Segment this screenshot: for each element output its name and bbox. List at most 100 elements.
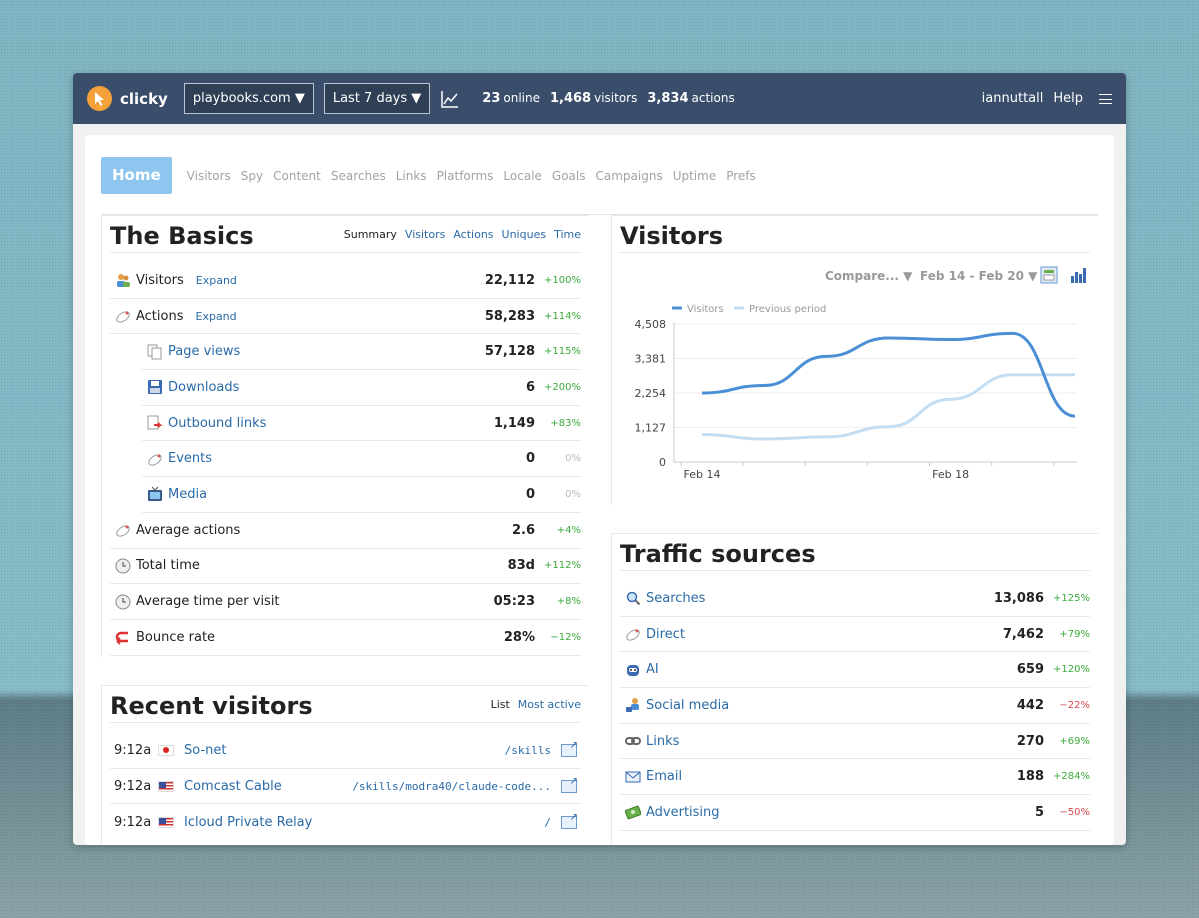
external-link-icon[interactable]	[561, 812, 578, 829]
nav-campaigns[interactable]: Campaigns	[595, 168, 663, 183]
visitor-path[interactable]: /	[544, 815, 551, 829]
help-link[interactable]: Help	[1053, 91, 1083, 106]
nav-prefs[interactable]: Prefs	[726, 168, 756, 183]
basics-label: Average actions	[136, 522, 241, 538]
y-tick-label: 0	[659, 456, 666, 469]
external-link-icon[interactable]	[561, 776, 578, 793]
traffic-row-direct: Direct 7,462 +79%	[620, 617, 1090, 653]
line-chart-icon[interactable]	[440, 89, 460, 109]
basics-label: Total time	[136, 558, 200, 574]
expand-actions-link[interactable]: Expand	[195, 309, 237, 323]
traffic-row-advertising: Advertising 5 −50%	[620, 795, 1090, 831]
hamburger-menu-icon[interactable]	[1099, 93, 1112, 104]
site-selector[interactable]: playbooks.com ▼	[183, 83, 314, 114]
traffic-value: 7,462	[1002, 626, 1044, 642]
top-bar: clicky playbooks.com ▼ Last 7 days ▼ 23 o…	[73, 73, 1126, 124]
downloads-link[interactable]: Downloads	[168, 379, 240, 395]
visitors-header: Visitors	[620, 222, 1090, 253]
events-link[interactable]: Events	[168, 451, 213, 467]
x-tick-label: Feb 18	[932, 468, 969, 481]
basics-value: 22,112	[484, 272, 535, 288]
chain-link-icon	[624, 733, 642, 749]
legend-label: Previous period	[749, 304, 826, 315]
bar-chart-icon[interactable]	[1069, 266, 1087, 284]
basics-change: +115%	[544, 346, 581, 358]
visitor-path[interactable]: /skills/modra40/claude-code...	[352, 779, 551, 793]
nav-spy[interactable]: Spy	[240, 168, 264, 183]
nav-uptime[interactable]: Uptime	[672, 168, 717, 183]
nav-links[interactable]: Links	[395, 168, 427, 183]
basics-tab-visitors[interactable]: Visitors	[404, 228, 446, 241]
visitor-row[interactable]: 9:12a Comcast Cable /skills/modra40/clau…	[110, 769, 581, 805]
visit-time: 9:12a	[114, 778, 152, 794]
compare-dropdown[interactable]: Compare... ▼	[825, 269, 913, 283]
visitor-path[interactable]: /skills	[504, 743, 551, 757]
basics-tab-summary[interactable]: Summary	[343, 228, 397, 241]
basics-row-actions: Actions Expand 58,283 +114%	[110, 299, 581, 335]
expand-visitors-link[interactable]: Expand	[195, 273, 237, 287]
advertising-link[interactable]: Advertising	[646, 804, 720, 820]
user-link[interactable]: iannuttall	[981, 91, 1044, 106]
basics-change: +8%	[556, 596, 581, 608]
visitor-org[interactable]: Comcast Cable	[184, 778, 282, 794]
page-views-link[interactable]: Page views	[168, 344, 241, 360]
searches-link[interactable]: Searches	[646, 590, 706, 606]
media-link[interactable]: Media	[168, 486, 208, 502]
nav-goals[interactable]: Goals	[551, 168, 586, 183]
visitor-row[interactable]: 9:12a Icloud Private Relay /	[110, 804, 581, 840]
main-content: Home Visitors Spy Content Searches Links…	[85, 135, 1114, 845]
basics-change: +4%	[556, 524, 581, 536]
basics-value: 83d	[507, 558, 535, 574]
basics-change: +83%	[550, 417, 581, 429]
visitor-org[interactable]: So-net	[184, 742, 227, 758]
traffic-change: +120%	[1053, 664, 1090, 676]
actions-stat: 3,834 actions	[647, 91, 735, 106]
basics-tab-time[interactable]: Time	[554, 228, 581, 241]
clock-icon	[114, 558, 132, 574]
basics-value: 05:23	[493, 594, 535, 610]
basics-change: +200%	[544, 381, 581, 393]
export-icon[interactable]	[1040, 266, 1058, 284]
money-icon	[624, 804, 642, 820]
envelope-icon	[624, 769, 642, 785]
direct-link[interactable]: Direct	[646, 626, 685, 642]
basics-row-avg-time: Average time per visit 05:23 +8%	[110, 584, 581, 620]
links-link[interactable]: Links	[646, 733, 680, 749]
social-media-link[interactable]: Social media	[646, 697, 730, 713]
chart-date-range[interactable]: Feb 14 - Feb 20 ▼	[920, 269, 1038, 283]
date-range-selector[interactable]: Last 7 days ▼	[323, 83, 431, 114]
traffic-change: +125%	[1053, 592, 1090, 604]
ai-link[interactable]: AI	[646, 662, 659, 678]
visitors-stat: 1,468 visitors	[549, 91, 638, 106]
y-tick-label: 4,508	[635, 318, 667, 331]
traffic-value: 188	[1016, 769, 1044, 785]
basics-title: The Basics	[110, 222, 254, 250]
recent-tab-list[interactable]: List	[490, 698, 510, 711]
nav-visitors[interactable]: Visitors	[186, 168, 231, 183]
nav-locale[interactable]: Locale	[503, 168, 542, 183]
visitor-row[interactable]: 9:12a So-net /skills	[110, 733, 581, 769]
robot-icon	[624, 662, 642, 678]
visitor-org[interactable]: Icloud Private Relay	[184, 814, 313, 830]
logo[interactable]: clicky	[87, 86, 184, 111]
nav-platforms[interactable]: Platforms	[436, 168, 494, 183]
traffic-change: +284%	[1053, 771, 1090, 783]
traffic-row-searches: Searches 13,086 +125%	[620, 581, 1090, 617]
nav-content[interactable]: Content	[273, 168, 321, 183]
nav-home[interactable]: Home	[101, 157, 172, 194]
basics-label: Bounce rate	[136, 629, 216, 645]
outbound-links-link[interactable]: Outbound links	[168, 415, 267, 431]
basics-tab-uniques[interactable]: Uniques	[501, 228, 547, 241]
external-link-icon[interactable]	[561, 740, 578, 757]
basics-label: Average time per visit	[136, 594, 280, 610]
y-tick-label: 1,127	[635, 422, 667, 435]
nav-searches[interactable]: Searches	[330, 168, 386, 183]
basics-value: 2.6	[511, 522, 535, 538]
visit-time: 9:12a	[114, 742, 152, 758]
traffic-change: +79%	[1059, 628, 1090, 640]
magnifier-icon	[624, 590, 642, 606]
recent-tab-most-active[interactable]: Most active	[517, 698, 581, 711]
traffic-row-email: Email 188 +284%	[620, 759, 1090, 796]
basics-tab-actions[interactable]: Actions	[453, 228, 494, 241]
email-link[interactable]: Email	[646, 769, 683, 785]
